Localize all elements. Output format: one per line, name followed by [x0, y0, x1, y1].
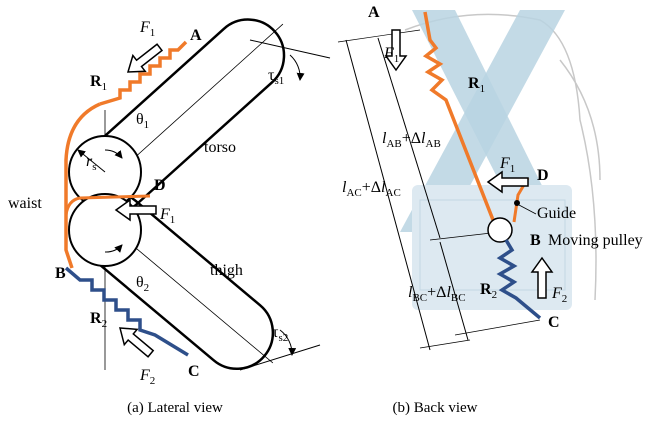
label-part: 1 [480, 83, 486, 95]
label: waist [8, 195, 42, 212]
label: A [368, 4, 380, 21]
label-part: Moving pulley [548, 232, 643, 249]
label-part: thigh [210, 262, 243, 279]
label-part: 1 [102, 81, 108, 93]
label-part: +Δ [427, 284, 446, 301]
label: D [154, 177, 166, 194]
label-part: 2 [562, 293, 568, 305]
label-part: 2 [150, 375, 156, 387]
label-part: s2 [278, 332, 288, 344]
label-part: C [188, 363, 200, 380]
label-part: C [548, 314, 560, 331]
label-part: D [154, 177, 166, 194]
label: θ2 [136, 274, 149, 294]
label-part: Guide [537, 205, 576, 222]
label-part: A [368, 4, 380, 21]
label-part: F [159, 206, 170, 223]
label: torso [204, 139, 236, 156]
figure: (a) Lateral view (b) Back view F1AR1θ1τs… [0, 0, 652, 423]
label-part: F [383, 45, 394, 62]
label-part: θ [136, 274, 144, 291]
label-part: BC [412, 292, 427, 304]
label-part: 1 [510, 163, 516, 175]
label-part: 1 [144, 119, 150, 131]
label-part: s1 [274, 75, 284, 87]
label-part: R [90, 310, 102, 327]
label: B [530, 232, 541, 249]
label-part: +Δ [402, 130, 421, 147]
label: F1 [139, 19, 155, 39]
label-part: AC [346, 187, 361, 199]
label-part: AB [426, 138, 441, 150]
label-part: D [537, 167, 549, 184]
label: thigh [210, 262, 243, 279]
label: R1 [90, 73, 107, 93]
label-part: F [499, 155, 510, 172]
label: A [190, 27, 202, 44]
label-part: 1 [170, 214, 176, 226]
label: F2 [139, 367, 155, 387]
label-part: F [139, 19, 150, 36]
label: B [55, 265, 66, 282]
caption: (b) Back view [393, 400, 478, 416]
label-part: R [468, 75, 480, 92]
label: Guide [537, 205, 576, 222]
caption: (a) Lateral view [127, 400, 223, 416]
label: C [188, 363, 200, 380]
label: R2 [90, 310, 107, 330]
label-part: R [480, 281, 492, 298]
label-part: +Δ [362, 179, 381, 196]
label: θ1 [136, 111, 149, 131]
label-part: s [92, 161, 96, 173]
label: C [548, 314, 560, 331]
label-part: A [190, 27, 202, 44]
label-part: 2 [102, 318, 108, 330]
label-part: θ [136, 111, 144, 128]
label-part: torso [204, 139, 236, 156]
label-part: BC [451, 292, 466, 304]
label: D [537, 167, 549, 184]
label-part: F [139, 367, 150, 384]
label: τs2 [272, 324, 288, 344]
label-part: AC [386, 187, 401, 199]
label-part: 1 [150, 27, 156, 39]
label-part: 1 [394, 53, 400, 65]
label-part: AB [386, 138, 401, 150]
label-part: waist [8, 195, 42, 212]
lateral-diagram [61, 0, 330, 391]
label-part: B [55, 265, 66, 282]
label: Moving pulley [548, 232, 643, 249]
label-part: F [551, 285, 562, 302]
label: lAC+ΔlAC [342, 179, 401, 199]
label-part: 2 [492, 289, 498, 301]
label-part: R [90, 73, 102, 90]
label-part: B [530, 232, 541, 249]
label-part: 2 [144, 282, 150, 294]
